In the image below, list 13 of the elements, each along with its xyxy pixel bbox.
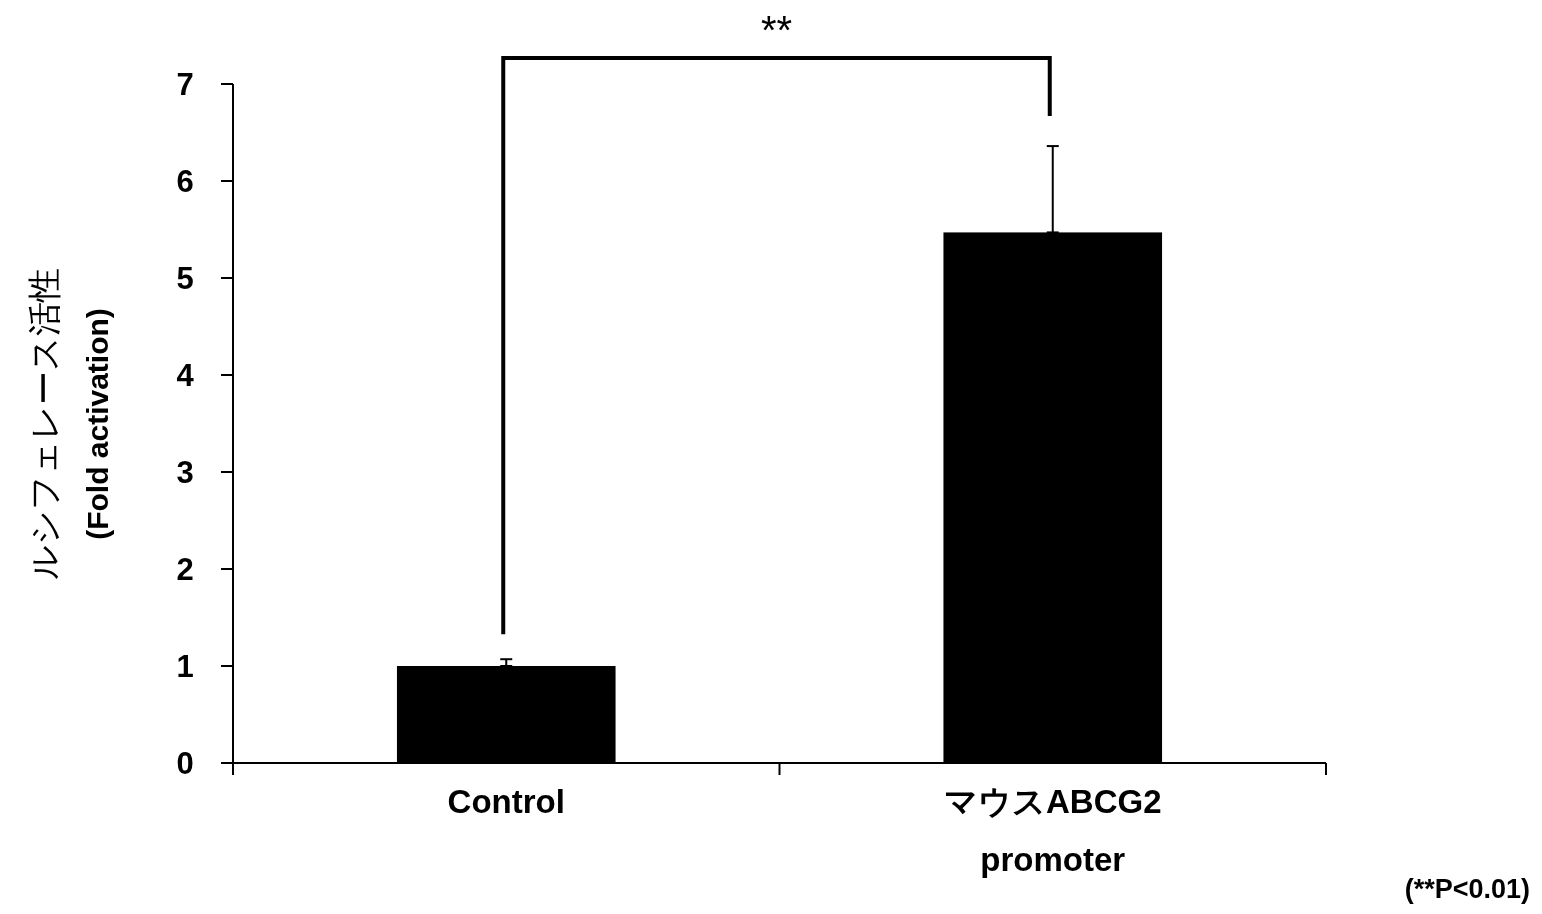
y-tick-label: 5 bbox=[176, 260, 194, 296]
text: (**P<0.01) bbox=[1404, 874, 1530, 904]
y-tick-label: 2 bbox=[176, 551, 194, 587]
x-tick-label: Control bbox=[447, 783, 565, 820]
y-tick-label: 1 bbox=[176, 648, 194, 684]
x-tick-label: マウスABCG2 promoter bbox=[943, 783, 1162, 878]
y-tick-label: 6 bbox=[176, 163, 194, 199]
text: ** bbox=[760, 8, 793, 52]
y-axis-title: ルシフェレース活性 (Fold activation) bbox=[25, 268, 114, 580]
y-tick-label: 7 bbox=[176, 66, 194, 102]
y-tick-label: 4 bbox=[176, 357, 195, 393]
y-tick-label: 3 bbox=[176, 454, 194, 490]
y-tick-label: 0 bbox=[176, 745, 194, 781]
